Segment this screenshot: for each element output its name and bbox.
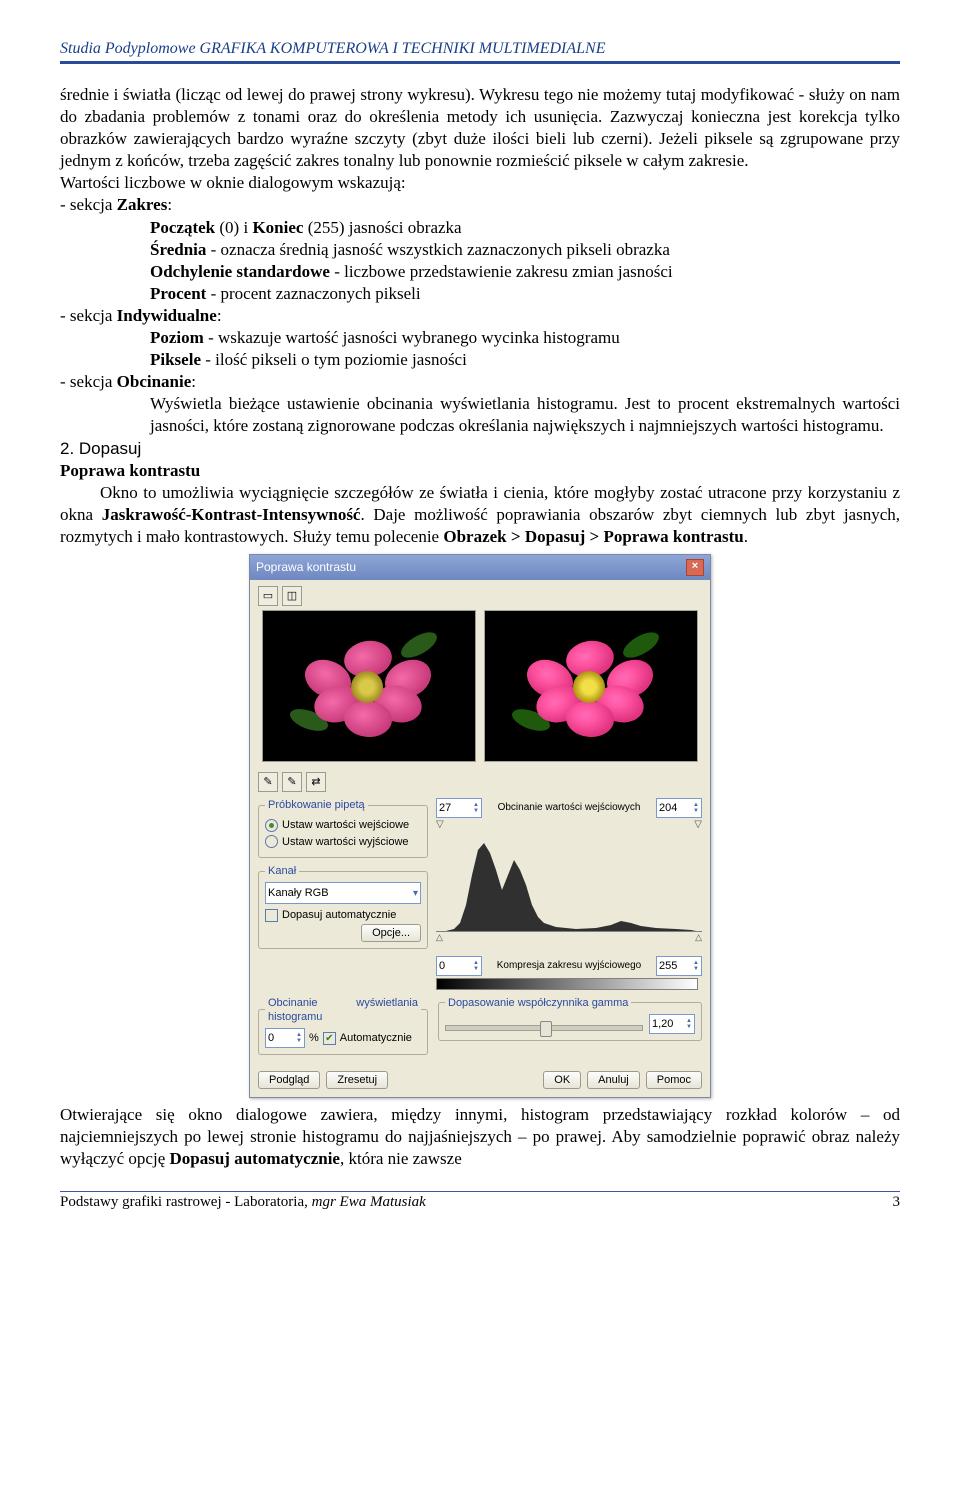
clip-in-label: Obcinanie wartości wejściowych (498, 801, 641, 814)
legend-gamma: Dopasowanie współczynnika gamma (445, 996, 631, 1010)
section-zakres: - sekcja Zakres: (60, 194, 900, 216)
anuluj-button[interactable]: Anuluj (587, 1071, 640, 1089)
histogram (436, 835, 702, 932)
eyedrop-white-icon[interactable]: ✎ (282, 772, 302, 792)
colon: : (217, 306, 222, 325)
podglad-button[interactable]: Podgląd (258, 1071, 320, 1089)
section-indy: - sekcja Indywidualne: (60, 305, 900, 327)
zakres-item-4: Procent - procent zaznaczonych pikseli (150, 283, 900, 305)
radio-wejsciowe[interactable]: Ustaw wartości wejściowe (265, 818, 421, 832)
clip-out-hi-input[interactable]: 255▲▼ (656, 956, 702, 976)
clip-in-hi-input[interactable]: 204▲▼ (656, 798, 702, 818)
section-indy-bold: Indywidualne (117, 306, 217, 325)
kanal-select[interactable]: Kanały RGB▾ (265, 882, 421, 904)
close-icon[interactable]: × (686, 559, 704, 576)
output-gradient (436, 978, 698, 990)
paragraph-2: Wartości liczbowe w oknie dialogowym wsk… (60, 172, 900, 194)
indy-item-1: Poziom - wskazuje wartość jasności wybra… (150, 327, 900, 349)
zakres-item-1: Początek (0) i Koniec (255) jasności obr… (150, 217, 900, 239)
footer-author: mgr Ewa Matusiak (312, 1194, 426, 1210)
ok-button[interactable]: OK (543, 1071, 581, 1089)
section-prefix: - sekcja (60, 372, 117, 391)
section-prefix: - sekcja (60, 306, 117, 325)
clip-out-lo-input[interactable]: 0▲▼ (436, 956, 482, 976)
clip-out-label: Kompresja zakresu wyjściowego (497, 959, 642, 972)
preview-before (262, 610, 476, 762)
histclip-input[interactable]: 0▲▼ (265, 1028, 305, 1048)
swap-icon[interactable]: ⇄ (306, 772, 326, 792)
colon: : (167, 195, 172, 214)
gamma-slider[interactable] (445, 1025, 643, 1031)
fieldset-histclip: Obcinanie wyświetlania histogramu 0▲▼ % … (258, 996, 428, 1056)
colon: : (191, 372, 196, 391)
dialog-titlebar: Poprawa kontrastu × (250, 555, 710, 580)
legend-kanal: Kanał (265, 864, 299, 878)
paragraph-1: średnie i światła (licząc od lewej do pr… (60, 84, 900, 172)
section-2-num: 2. Dopasuj (60, 438, 900, 460)
zakres-item-3: Odchylenie standardowe - liczbowe przeds… (150, 261, 900, 283)
footer-text-a: Podstawy grafiki rastrowej - (60, 1194, 234, 1210)
radio-wyjsciowe[interactable]: Ustaw wartości wyjściowe (265, 835, 421, 849)
checkbox-dopasuj-auto[interactable]: Dopasuj automatycznie (265, 908, 421, 922)
opcje-button[interactable]: Opcje... (361, 924, 421, 942)
eyedrop-black-icon[interactable]: ✎ (258, 772, 278, 792)
obc-text: Wyświetla bieżące ustawienie obcinania w… (150, 393, 900, 437)
course-header: Studia Podyplomowe GRAFIKA KOMPUTEROWA I… (60, 40, 900, 64)
section-zakres-bold: Zakres (117, 195, 168, 214)
fieldset-probkowanie: Próbkowanie pipetą Ustaw wartości wejści… (258, 798, 428, 858)
zakres-item-2: Średnia - oznacza średnią jasność wszyst… (150, 239, 900, 261)
fieldset-gamma: Dopasowanie współczynnika gamma 1,20▲▼ (438, 996, 702, 1041)
preview-single-icon[interactable]: ▭ (258, 586, 278, 606)
legend-probk: Próbkowanie pipetą (265, 798, 368, 812)
auto2-label: Automatycznie (340, 1031, 412, 1045)
preview-after (484, 610, 698, 762)
checkbox-auto2[interactable]: ✔ (323, 1032, 336, 1045)
preview-split-icon[interactable]: ◫ (282, 586, 302, 606)
zresetuj-button[interactable]: Zresetuj (326, 1071, 388, 1089)
section-prefix: - sekcja (60, 195, 117, 214)
pct-label: % (309, 1031, 319, 1045)
footer-text-b: Laboratoria, (234, 1194, 311, 1210)
paragraph-3: Otwierające się okno dialogowe zawiera, … (60, 1104, 900, 1170)
section-obc: - sekcja Obcinanie: (60, 371, 900, 393)
section-2-para: Okno to umożliwia wyciągnięcie szczegółó… (60, 482, 900, 548)
legend-histclip: Obcinanie wyświetlania histogramu (265, 996, 421, 1025)
indy-item-2: Piksele - ilość pikseli o tym poziomie j… (150, 349, 900, 371)
contrast-dialog: Poprawa kontrastu × ▭ ◫ (249, 554, 711, 1098)
pomoc-button[interactable]: Pomoc (646, 1071, 702, 1089)
clip-in-lo-input[interactable]: 27▲▼ (436, 798, 482, 818)
gamma-input[interactable]: 1,20▲▼ (649, 1014, 695, 1034)
page-number: 3 (893, 1194, 901, 1211)
fieldset-kanal: Kanał Kanały RGB▾ Dopasuj automatycznie … (258, 864, 428, 950)
page-footer: Podstawy grafiki rastrowej - Laboratoria… (60, 1191, 900, 1211)
dialog-title: Poprawa kontrastu (256, 560, 356, 576)
section-2-heading: Poprawa kontrastu (60, 460, 900, 482)
section-obc-bold: Obcinanie (117, 372, 192, 391)
